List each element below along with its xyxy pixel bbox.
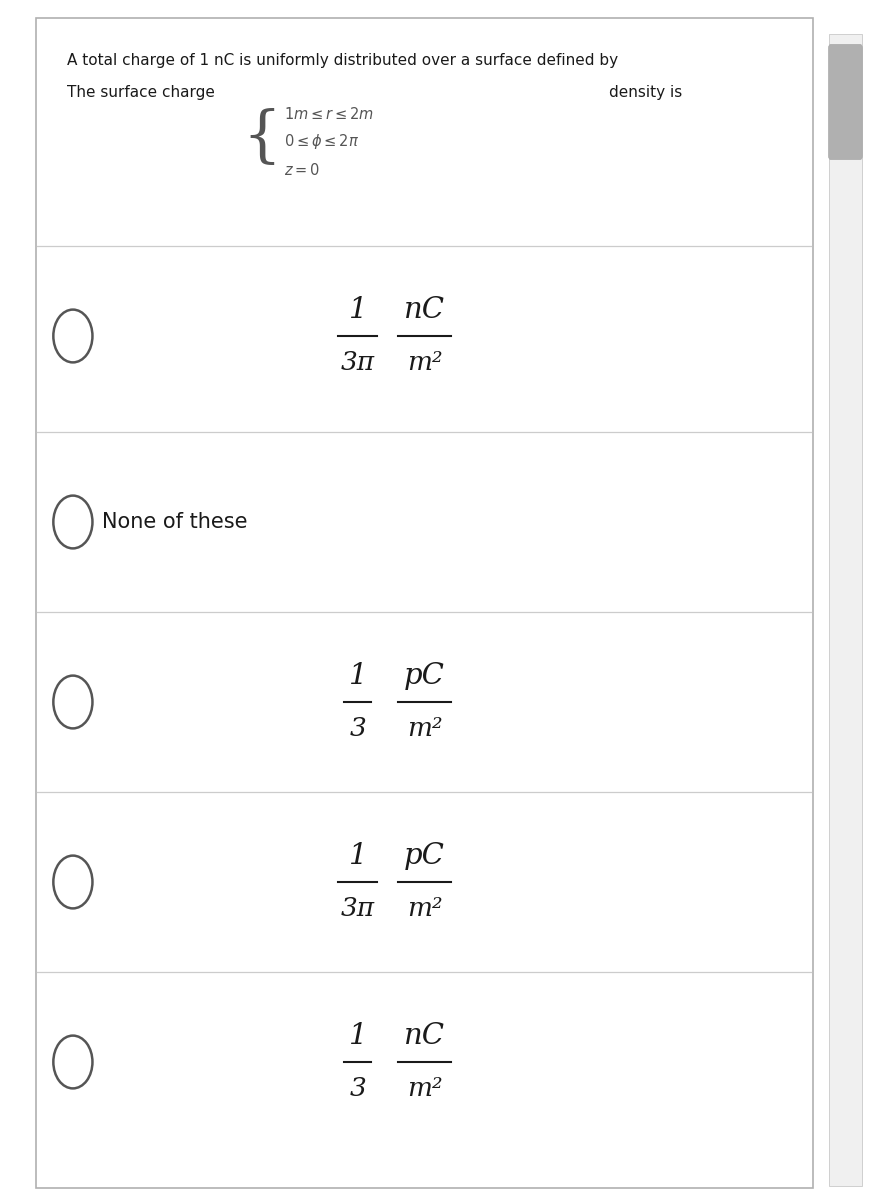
Text: pC: pC: [404, 661, 444, 690]
Text: nC: nC: [404, 1021, 445, 1050]
Text: 3: 3: [349, 1076, 366, 1100]
Text: 1: 1: [348, 841, 367, 870]
Text: m²: m²: [406, 350, 443, 374]
FancyBboxPatch shape: [829, 44, 862, 160]
Text: 3π: 3π: [340, 896, 375, 920]
Text: $\it{1m \leq r \leq 2m}$: $\it{1m \leq r \leq 2m}$: [284, 106, 374, 122]
Text: pC: pC: [404, 841, 444, 870]
Text: 3π: 3π: [340, 350, 375, 374]
Text: 1: 1: [348, 1021, 367, 1050]
Text: 1: 1: [348, 295, 367, 324]
Text: 1: 1: [348, 661, 367, 690]
Text: None of these: None of these: [102, 512, 248, 532]
FancyBboxPatch shape: [36, 18, 813, 1188]
Text: $\it{z = 0}$: $\it{z = 0}$: [284, 162, 321, 179]
Text: m²: m²: [406, 716, 443, 740]
Text: $\it{0 \leq \phi \leq 2\pi}$: $\it{0 \leq \phi \leq 2\pi}$: [284, 132, 360, 151]
Text: A total charge of 1 nC is uniformly distributed over a surface defined by: A total charge of 1 nC is uniformly dist…: [67, 53, 618, 67]
Text: nC: nC: [404, 295, 445, 324]
Text: m²: m²: [406, 896, 443, 920]
Text: m²: m²: [406, 1076, 443, 1100]
FancyBboxPatch shape: [829, 34, 862, 1186]
Text: The surface charge: The surface charge: [67, 85, 214, 100]
Text: {: {: [243, 108, 282, 168]
Text: 3: 3: [349, 716, 366, 740]
Text: density is: density is: [609, 85, 682, 100]
